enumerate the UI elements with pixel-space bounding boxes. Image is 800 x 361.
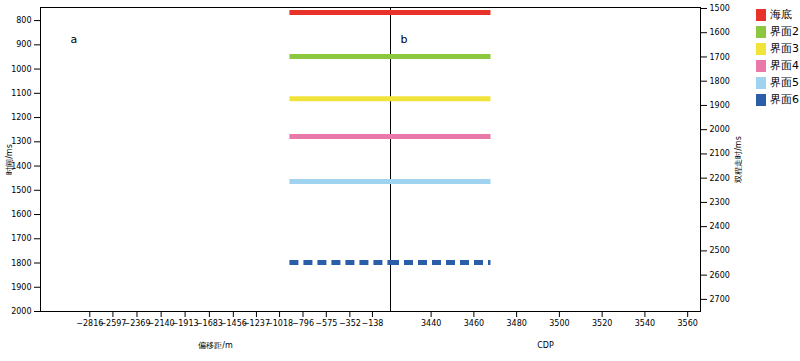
svg-text:2000: 2000 (710, 125, 730, 134)
svg-text:−1018: −1018 (266, 319, 293, 328)
html-text:界面5: 界面5 (770, 76, 799, 89)
svg-text:−2816: −2816 (76, 319, 104, 329)
svg-text:−1913: −1913 (172, 319, 199, 328)
svg-text:1300: 1300 (11, 137, 31, 146)
svg-text:2400: 2400 (710, 222, 730, 231)
svg-text:CDP: CDP (537, 341, 554, 350)
svg-text:2600: 2600 (710, 271, 730, 280)
svg-text:1800: 1800 (710, 77, 730, 86)
svg-text:−1237: −1237 (242, 319, 270, 329)
svg-text:2200: 2200 (710, 174, 730, 183)
svg-text:1700: 1700 (710, 53, 730, 62)
svg-text:−1683: −1683 (195, 319, 223, 329)
svg-text:a: a (71, 33, 78, 46)
svg-text:3460: 3460 (464, 319, 484, 328)
svg-text:−2369: −2369 (123, 319, 150, 328)
svg-text:1600: 1600 (710, 28, 730, 37)
svg-text:2300: 2300 (710, 198, 730, 207)
svg-text:1600: 1600 (11, 210, 31, 219)
svg-text:1200: 1200 (11, 113, 31, 122)
svg-text:1700: 1700 (11, 234, 31, 243)
svg-text:2100: 2100 (710, 149, 730, 158)
svg-text:800: 800 (16, 16, 31, 25)
html-text:界面3: 界面3 (770, 42, 799, 55)
html-text:界面4: 界面4 (770, 59, 799, 72)
svg-text:3500: 3500 (549, 319, 569, 328)
svg-text:−575: −575 (315, 319, 337, 328)
svg-text:3520: 3520 (592, 319, 612, 328)
svg-text:时间/ms: 时间/ms (5, 144, 14, 175)
svg-text:−138: −138 (361, 319, 383, 328)
svg-text:−1456: −1456 (219, 319, 247, 329)
svg-text:−796: −796 (292, 319, 314, 328)
svg-text:−352: −352 (339, 319, 361, 328)
html-text:界面2: 界面2 (770, 25, 799, 38)
svg-text:1900: 1900 (11, 283, 31, 292)
svg-text:1400: 1400 (11, 162, 31, 171)
svg-text:3540: 3540 (635, 319, 655, 328)
svg-text:1800: 1800 (11, 259, 31, 268)
svg-text:3560: 3560 (677, 319, 697, 328)
svg-text:1100: 1100 (11, 89, 31, 98)
svg-text:1000: 1000 (11, 65, 31, 74)
svg-text:偏移距/m: 偏移距/m (198, 341, 233, 350)
svg-text:900: 900 (16, 40, 31, 49)
svg-text:−2597: −2597 (99, 319, 126, 328)
svg-text:1500: 1500 (710, 4, 730, 13)
svg-text:−2140: −2140 (147, 319, 175, 329)
html-text:海底: 海底 (770, 8, 792, 21)
html-text:界面6: 界面6 (770, 93, 799, 106)
svg-text:1500: 1500 (11, 186, 31, 195)
svg-text:3440: 3440 (421, 319, 441, 328)
svg-text:2000: 2000 (11, 307, 31, 316)
svg-text:2500: 2500 (710, 246, 730, 255)
svg-text:3480: 3480 (506, 319, 526, 328)
svg-text:2700: 2700 (710, 295, 730, 304)
svg-text:b: b (401, 33, 408, 46)
svg-text:双程走时/ms: 双程走时/ms (734, 136, 743, 183)
svg-text:1900: 1900 (710, 101, 730, 110)
